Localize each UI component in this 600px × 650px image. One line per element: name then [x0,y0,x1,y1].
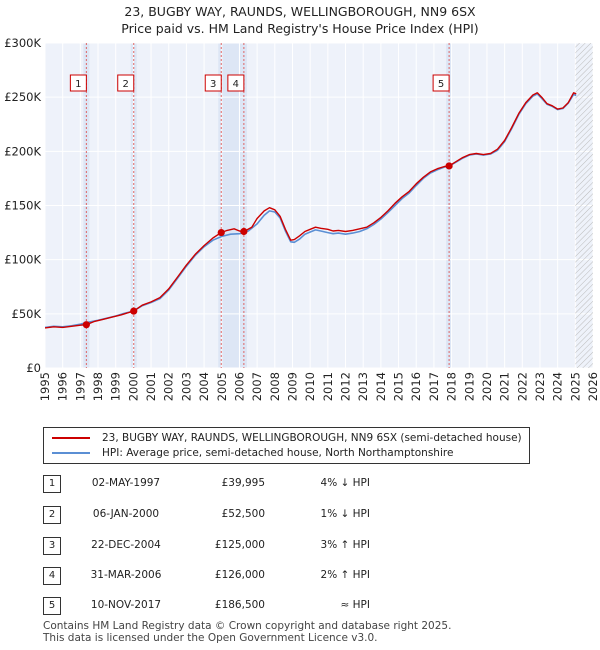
x-tick-label: 2002 [162,372,176,401]
x-tick-label: 2012 [339,372,353,401]
footer-line-licence: This data is licensed under the Open Gov… [43,632,378,644]
row-date: 02-MAY-1997 [91,477,161,489]
y-tick-label: £250K [4,90,41,104]
x-tick-label: 2022 [515,372,529,401]
x-tick-label: 1999 [109,372,123,401]
x-tick-label: 2013 [356,372,370,401]
x-tick-label: 2021 [498,372,512,401]
x-tick-label: 2016 [409,372,423,401]
sale-marker [240,227,248,236]
sale-label-number: 4 [233,79,239,90]
table-row: 5 10-NOV-2017 £186,500 ≈ HPI [43,595,463,615]
x-tick-label: 1996 [56,372,70,401]
row-date: 06-JAN-2000 [92,508,160,520]
sale-label-number: 3 [210,79,216,90]
legend: 23, BUGBY WAY, RAUNDS, WELLINGBOROUGH, N… [43,427,530,464]
chart-title: 23, BUGBY WAY, RAUNDS, WELLINGBOROUGH, N… [124,4,476,19]
x-tick-label: 2011 [321,372,335,401]
x-tick-label: 2004 [197,372,211,401]
table-row: 1 02-MAY-1997 £39,995 4% ↓ HPI [43,473,463,493]
row-price: £39,995 [221,477,265,489]
row-hpi-comparison: 1% ↓ HPI [320,508,370,520]
table-row: 4 31-MAR-2006 £126,000 2% ↑ HPI [43,565,463,585]
legend-swatch-price-paid [52,437,90,439]
x-tick-label: 2008 [268,372,282,401]
row-price: £126,000 [214,569,265,581]
row-hpi-comparison: 4% ↓ HPI [320,477,370,489]
x-tick-label: 2018 [445,372,459,401]
sale-label-border [69,74,87,92]
sale-label-box: 4 [227,74,245,92]
price-paid-series-line [45,92,577,329]
sale-label-number: 1 [75,79,81,90]
row-number-badge: 2 [43,506,61,524]
x-tick-label: 1997 [73,372,87,401]
table-row: 3 22-DEC-2004 £125,000 3% ↑ HPI [43,535,463,555]
legend-item-price-paid: 23, BUGBY WAY, RAUNDS, WELLINGBOROUGH, N… [52,431,522,445]
sale-label-box: 1 [69,74,87,92]
x-tick-label: 2010 [303,372,317,401]
x-tick-label: 2007 [250,372,264,401]
chart-subtitle: Price paid vs. HM Land Registry's House … [121,21,479,36]
future-hatch-region [575,43,593,368]
x-tick-label: 2006 [232,372,246,401]
row-hpi-comparison: 2% ↑ HPI [320,569,370,581]
row-number-badge: 1 [43,475,61,493]
footer-line-copyright: Contains HM Land Registry data © Crown c… [43,620,452,632]
sale-label-border [227,74,245,92]
x-tick-label: 2015 [392,372,406,401]
footer-attribution: Contains HM Land Registry data © Crown c… [43,620,451,644]
x-tick-label: 2020 [480,372,494,401]
x-tick-label: 2019 [462,372,476,401]
sale-label-border [432,74,450,92]
x-tick-label: 2025 [568,372,582,401]
row-price: £125,000 [214,539,265,551]
x-tick-label: 2023 [533,372,547,401]
y-tick-label: £200K [4,144,41,158]
x-tick-label: 2017 [427,372,441,401]
row-date: 31-MAR-2006 [90,569,162,581]
sale-marker [82,321,90,329]
sale-marker [445,162,453,170]
row-number-badge: 5 [43,597,61,615]
sale-label-box: 2 [117,74,135,92]
y-tick-label: £300K [4,36,41,50]
x-tick-label: 2026 [586,372,600,401]
sale-marker [130,307,138,315]
sale-label-number: 5 [438,79,444,90]
legend-swatch-hpi [52,452,90,454]
legend-label-price-paid: 23, BUGBY WAY, RAUNDS, WELLINGBOROUGH, N… [102,432,522,444]
y-tick-label: £100K [4,253,41,267]
sale-label-box: 5 [432,74,450,92]
x-tick-label: 2003 [179,372,193,401]
row-hpi-comparison: ≈ HPI [340,599,370,611]
row-price: £186,500 [214,599,265,611]
row-date: 10-NOV-2017 [90,599,162,611]
y-tick-label: £0 [26,361,41,375]
y-tick-label: £150K [4,199,41,213]
sale-label-border [204,74,222,92]
sale-label-box: 3 [204,74,222,92]
legend-item-hpi: HPI: Average price, semi-detached house,… [52,446,453,460]
x-tick-label: 2005 [215,372,229,401]
x-tick-label: 2009 [285,372,299,401]
table-row: 2 06-JAN-2000 £52,500 1% ↓ HPI [43,504,463,524]
x-tick-label: 2000 [126,372,140,401]
sale-label-number: 2 [123,79,129,90]
x-tick-label: 2014 [374,372,388,401]
row-date: 22-DEC-2004 [91,539,161,551]
sale-marker [217,228,225,237]
legend-label-hpi: HPI: Average price, semi-detached house,… [102,447,454,459]
x-tick-label: 2001 [144,372,158,401]
x-tick-label: 1998 [91,372,105,401]
x-tick-label: 2024 [551,372,565,401]
sale-label-border [117,74,135,92]
row-hpi-comparison: 3% ↑ HPI [320,539,370,551]
row-price: £52,500 [221,508,265,520]
row-number-badge: 4 [43,567,61,585]
row-number-badge: 3 [43,537,61,555]
y-tick-label: £50K [12,307,42,321]
x-tick-label: 1995 [38,372,52,401]
price-chart: 1 2 3 4 5 £0 £50K £100K £150K £200K £250K £300K 19… [4,36,600,401]
